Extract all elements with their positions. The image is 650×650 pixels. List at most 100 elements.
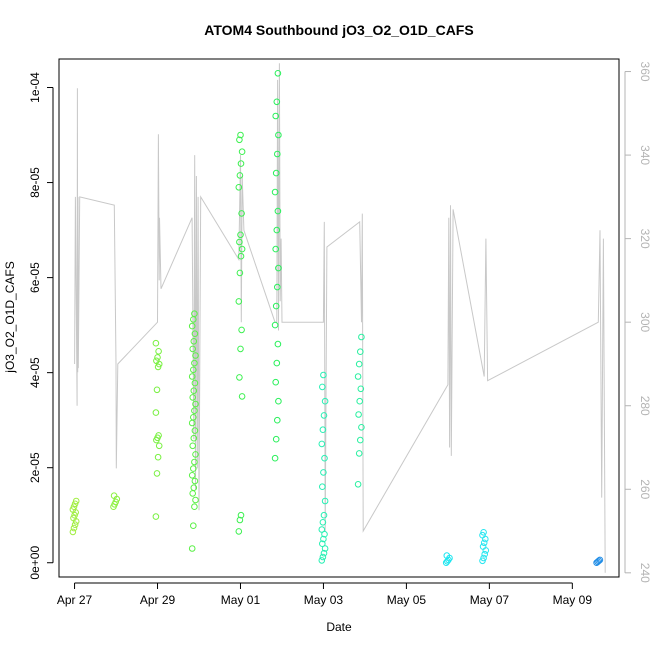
data-point: [273, 359, 281, 367]
data-point: [188, 472, 196, 479]
data-point: [189, 442, 196, 450]
axes-layer: Apr 27 Apr 29 May 01 May 03 May 05 May 07 May …: [28, 58, 650, 607]
x-tick-label: May 05: [387, 593, 427, 607]
data-point: [318, 440, 326, 448]
data-point: [191, 379, 199, 387]
data-point: [357, 348, 364, 356]
data-point: [191, 503, 198, 511]
data-point: [355, 450, 363, 457]
data-point: [188, 322, 196, 330]
data-point: [191, 458, 198, 466]
y-tick-label: 8e-05: [28, 167, 42, 198]
data-point: [319, 519, 327, 526]
data-point: [480, 529, 487, 536]
data-point: [152, 409, 160, 416]
y2-tick-label: 280: [638, 396, 650, 416]
data-point: [152, 513, 160, 520]
data-point: [235, 528, 243, 535]
data-point: [236, 374, 243, 381]
data-point: [320, 469, 327, 476]
data-point: [319, 553, 327, 561]
data-point: [152, 339, 160, 347]
y-tick-label: 6e-05: [28, 262, 42, 293]
y-tick-label: 2e-05: [28, 452, 42, 483]
y2-tick-label: 240: [638, 563, 650, 583]
data-point: [236, 172, 244, 179]
data-point: [191, 310, 198, 318]
data-point: [237, 131, 244, 139]
data-point: [155, 442, 163, 450]
y2-tick-label: 260: [638, 479, 650, 499]
data-point: [321, 497, 329, 505]
data-point: [154, 453, 162, 461]
data-point: [188, 545, 196, 552]
data-point: [357, 385, 365, 393]
data-point: [237, 160, 245, 167]
x-axis-label: Date: [326, 620, 352, 634]
data-point: [275, 264, 282, 272]
data-point: [321, 530, 328, 538]
data-point: [236, 269, 244, 277]
plot-frame: [58, 58, 620, 578]
data-point: [189, 490, 196, 497]
data-point: [319, 383, 326, 391]
data-point: [237, 345, 244, 353]
data-point: [238, 210, 245, 217]
data-point: [155, 432, 162, 439]
data-point: [153, 357, 160, 365]
secondary-line-layer: [74, 63, 606, 573]
data-point: [189, 394, 196, 401]
data-point: [191, 427, 199, 434]
data-point: [190, 522, 197, 530]
x-tick-label: Apr 29: [140, 593, 176, 607]
data-point: [479, 531, 486, 539]
data-point: [191, 477, 199, 485]
data-point: [235, 298, 243, 305]
data-point: [190, 338, 198, 345]
data-point: [355, 411, 362, 418]
y-axis-label: jO3_O2_O1D_CAFS: [3, 261, 17, 373]
data-point: [192, 352, 199, 359]
data-point: [321, 454, 328, 462]
data-point: [357, 436, 364, 444]
data-point: [191, 359, 198, 367]
data-point: [237, 511, 245, 519]
data-point: [320, 371, 327, 379]
data-point: [481, 550, 489, 558]
data-point: [190, 414, 197, 421]
y2-tick-label: 320: [638, 229, 650, 249]
y2-tick-label: 340: [638, 145, 650, 165]
data-point: [358, 424, 365, 431]
x-tick-label: May 07: [470, 593, 510, 607]
data-point: [320, 549, 328, 557]
data-point: [318, 557, 326, 564]
data-point: [274, 70, 282, 77]
data-point: [192, 496, 199, 504]
data-point: [354, 373, 362, 380]
data-point: [192, 400, 199, 408]
data-point: [274, 416, 281, 424]
data-point: [319, 540, 326, 548]
data-point: [191, 407, 198, 415]
data-point: [272, 169, 280, 177]
data-point: [320, 511, 328, 519]
data-point: [190, 484, 198, 492]
data-point: [275, 397, 282, 405]
data-point: [443, 552, 451, 559]
data-point: [236, 238, 243, 246]
data-point: [237, 252, 245, 260]
data-point: [72, 497, 80, 505]
data-point: [153, 386, 161, 394]
data-point: [70, 514, 77, 522]
data-point: [235, 184, 243, 191]
chart-title: ATOM4 Southbound jO3_O2_O1D_CAFS: [204, 22, 473, 38]
data-point: [110, 492, 118, 500]
y2-tick-label: 300: [638, 312, 650, 332]
data-point: [480, 539, 488, 547]
data-point: [154, 354, 161, 361]
data-point: [236, 136, 243, 144]
x-tick-label: Apr 27: [57, 593, 93, 607]
data-point: [189, 345, 196, 353]
data-point: [272, 435, 280, 443]
y-tick-label: 0e+00: [28, 546, 42, 580]
